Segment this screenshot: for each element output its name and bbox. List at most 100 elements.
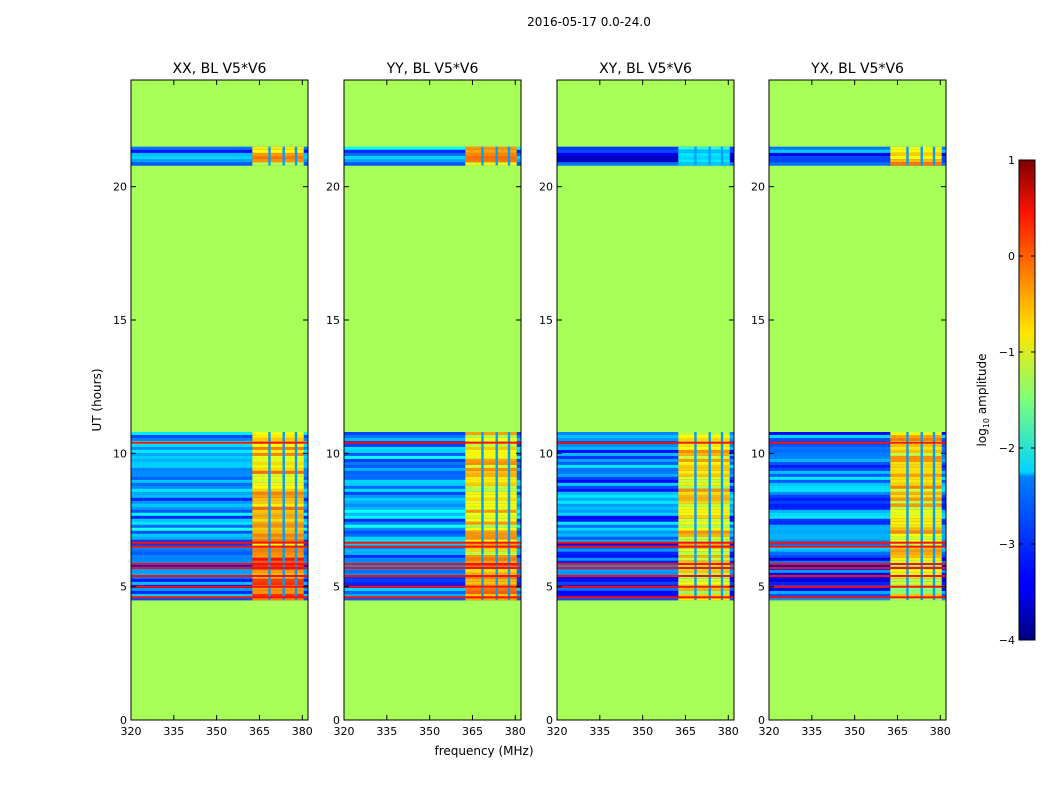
colorbar-label-base: log xyxy=(975,428,989,446)
band-row xyxy=(344,524,521,529)
hot-row xyxy=(678,146,730,151)
x-tick-label: 335 xyxy=(589,725,610,738)
hot-row xyxy=(890,509,942,514)
hot-row xyxy=(252,443,304,448)
panel-title: YX, BL V5*V6 xyxy=(810,61,904,77)
hot-row xyxy=(890,578,942,583)
band-row xyxy=(131,461,308,466)
data-band xyxy=(557,432,734,556)
hot-row xyxy=(252,500,304,505)
band-row xyxy=(131,578,308,583)
hot-row xyxy=(890,152,942,157)
hot-row xyxy=(678,524,730,529)
band-row xyxy=(557,467,734,472)
x-tick-label: 380 xyxy=(292,725,313,738)
data-band xyxy=(557,146,734,166)
band-row xyxy=(769,488,946,493)
hot-row xyxy=(890,557,942,562)
panel-frame xyxy=(130,79,309,721)
band-row xyxy=(131,156,308,160)
hot-row xyxy=(252,548,304,553)
hot-row xyxy=(678,485,730,490)
hot-row xyxy=(252,162,304,166)
band-row xyxy=(344,162,521,166)
hot-row xyxy=(678,443,730,448)
band-row xyxy=(769,542,946,547)
band-row xyxy=(557,575,734,580)
band-row xyxy=(344,521,521,526)
band-row xyxy=(557,518,734,523)
hot-row xyxy=(890,156,942,160)
hot-row xyxy=(890,551,942,556)
band-row xyxy=(344,437,521,442)
band-row xyxy=(131,446,308,451)
band-row xyxy=(769,578,946,583)
band-row xyxy=(344,479,521,484)
hot-row xyxy=(890,527,942,532)
band-row xyxy=(769,515,946,520)
band-row xyxy=(344,590,521,595)
hot-row xyxy=(252,503,304,508)
colorbar-tick-label: −3 xyxy=(999,538,1015,551)
hot-row xyxy=(890,464,942,469)
band-row xyxy=(131,587,308,592)
band-row xyxy=(557,581,734,586)
hot-row xyxy=(465,506,517,511)
band-row xyxy=(557,434,734,439)
y-tick-label: 5 xyxy=(546,581,553,594)
x-tick-label: 350 xyxy=(206,725,227,738)
band-row xyxy=(769,482,946,487)
hot-row xyxy=(678,455,730,460)
hot-row xyxy=(465,560,517,565)
channel-gap xyxy=(906,146,909,166)
channel-gap xyxy=(481,554,484,600)
hot-row xyxy=(465,554,517,559)
band-row xyxy=(344,476,521,481)
hot-row xyxy=(252,515,304,520)
hot-row xyxy=(678,518,730,523)
band-row xyxy=(344,503,521,508)
hot-row xyxy=(890,569,942,574)
band-row xyxy=(131,497,308,502)
band-row xyxy=(557,551,734,556)
band-row xyxy=(557,152,734,157)
channel-gap xyxy=(268,554,271,600)
hot-row xyxy=(890,491,942,496)
band-row xyxy=(344,515,521,520)
channel-gap xyxy=(495,146,498,166)
band-row xyxy=(131,506,308,511)
rfi-line xyxy=(344,541,521,544)
band-row xyxy=(769,467,946,472)
band-row xyxy=(769,557,946,562)
hot-row xyxy=(252,512,304,517)
band-row xyxy=(344,557,521,562)
hot-row xyxy=(890,524,942,529)
hot-row xyxy=(465,443,517,448)
band-row xyxy=(769,575,946,580)
band-row xyxy=(769,458,946,463)
band-row xyxy=(131,500,308,505)
band-row xyxy=(769,560,946,565)
rfi-line xyxy=(344,545,521,548)
rfi-line xyxy=(131,596,308,599)
band-row xyxy=(344,554,521,559)
hot-row xyxy=(465,149,517,154)
hot-row xyxy=(465,473,517,478)
band-row xyxy=(557,149,734,154)
channel-gap xyxy=(920,432,923,555)
panel-background xyxy=(131,80,308,720)
hot-row xyxy=(890,530,942,535)
band-row xyxy=(344,443,521,448)
band-row xyxy=(131,488,308,493)
channel-gap xyxy=(268,432,271,555)
data-band xyxy=(344,432,521,556)
band-row xyxy=(131,542,308,547)
hot-row xyxy=(252,461,304,466)
band-row xyxy=(769,152,946,157)
band-row xyxy=(131,518,308,523)
hot-row xyxy=(252,455,304,460)
hot-row xyxy=(252,554,304,559)
hot-row xyxy=(678,473,730,478)
hot-row xyxy=(252,563,304,568)
band-row xyxy=(344,551,521,556)
